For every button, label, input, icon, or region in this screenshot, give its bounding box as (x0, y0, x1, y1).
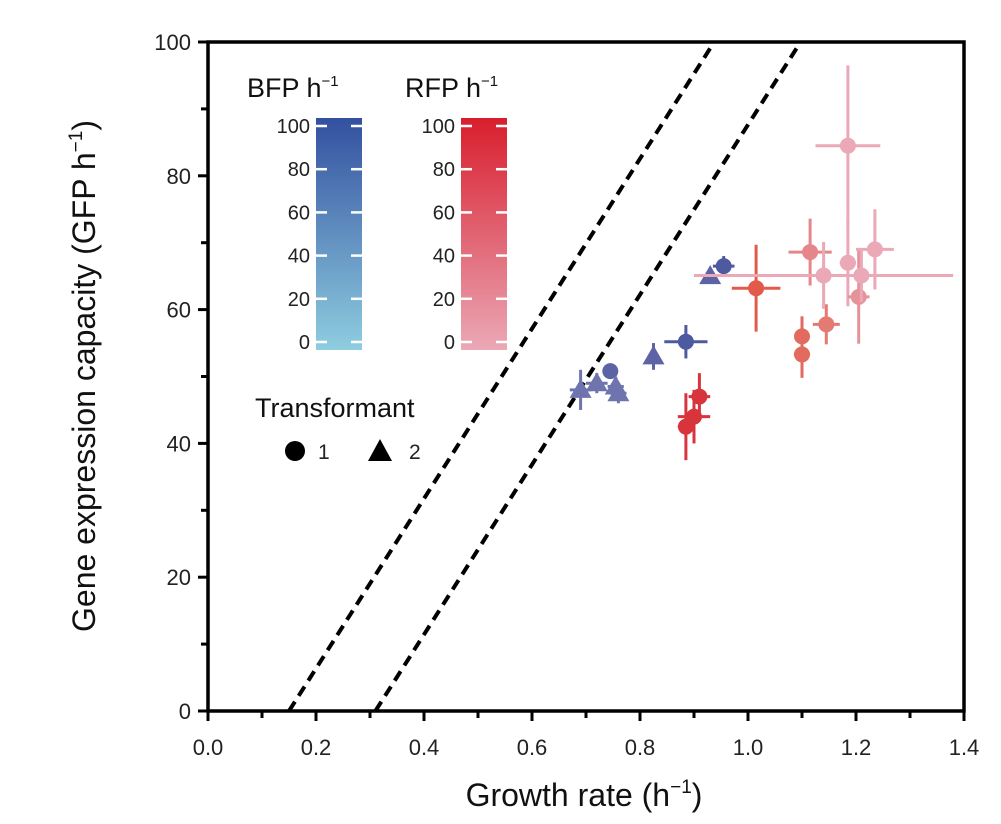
y-tick-label: 40 (167, 431, 191, 456)
x-tick-label: 0.4 (409, 735, 440, 760)
y-axis-title: Gene expression capacity (GFP h−1) (66, 120, 102, 632)
rfp-circle-point (802, 244, 819, 261)
bfp-colorbar-legend: BFP h−1 100 80 60 40 20 0 (247, 73, 362, 354)
bfp-colorbar-ticks: 100 80 60 40 20 0 (277, 116, 362, 354)
x-tick-label: 0.8 (625, 735, 656, 760)
reference-lines (287, 42, 803, 711)
rfp-circle-point (815, 267, 832, 284)
y-axis: 0 20 40 60 80 100 (154, 30, 208, 724)
bfp-triangle-point (585, 372, 608, 392)
y-tick-label: 20 (167, 565, 191, 590)
bfp-triangle-point (642, 345, 665, 365)
bfp-colorbar-tick-label: 20 (288, 289, 310, 311)
bfp-circle-point (715, 258, 732, 275)
y-tick-label: 80 (167, 164, 191, 189)
bfp-triangle-point (607, 382, 630, 402)
y-axis-title-superscript: −1 (66, 131, 87, 153)
bfp-colorbar-tick-label: 80 (288, 159, 310, 181)
bfp-circle-point (602, 363, 619, 380)
y-tick-label: 60 (167, 298, 191, 323)
x-tick-label: 1.4 (949, 735, 980, 760)
rfp-circle-point (794, 346, 810, 363)
bfp-colorbar-tick-label: 0 (299, 332, 310, 354)
rfp-colorbar-tick-label: 20 (433, 289, 455, 311)
bfp-colorbar (316, 118, 362, 350)
rfp-circle-point (691, 388, 708, 405)
rfp-colorbar-title: RFP h−1 (405, 73, 498, 103)
bfp-colorbar-tick-label: 60 (288, 202, 310, 224)
rfp-circle-point (748, 280, 765, 297)
x-tick-label: 0.0 (193, 735, 224, 760)
x-axis-title-close: ) (692, 777, 703, 813)
bfp-circle-point (677, 333, 694, 350)
y-axis-title-close: ) (66, 120, 102, 131)
x-tick-label: 1.0 (733, 735, 764, 760)
bfp-colorbar-title-text: BFP h (247, 73, 322, 103)
x-tick-label: 1.2 (841, 735, 872, 760)
y-tick-label: 100 (154, 30, 191, 55)
bfp-colorbar-tick-label: 100 (277, 116, 310, 138)
rfp-colorbar-title-superscript: −1 (481, 73, 498, 90)
legend-circle-label: 1 (318, 441, 330, 464)
rfp-colorbar-tick-label: 40 (433, 246, 455, 268)
legend-triangle-label: 2 (409, 441, 421, 464)
data-points (569, 65, 954, 461)
x-axis-title: Growth rate (h−1) (466, 777, 703, 813)
rfp-colorbar (461, 118, 507, 350)
upper-dashed-line (287, 42, 717, 711)
rfp-colorbar-ticks: 100 80 60 40 20 0 (422, 116, 507, 354)
bfp-colorbar-tick-label: 40 (288, 246, 310, 268)
rfp-colorbar-title-text: RFP h (405, 73, 481, 103)
x-axis: 0.0 0.2 0.4 0.6 0.8 1.0 1.2 1.4 (193, 711, 980, 760)
rfp-circle-point (818, 316, 835, 333)
y-axis-title-text: Gene expression capacity (GFP h (66, 152, 102, 632)
x-axis-title-text: Growth rate (h (466, 777, 671, 813)
x-tick-label: 0.6 (517, 735, 548, 760)
bfp-colorbar-title-superscript: −1 (322, 73, 339, 90)
x-tick-label: 0.2 (301, 735, 332, 760)
rfp-circle-point (839, 254, 856, 271)
transformant-legend-title: Transformant (255, 393, 415, 423)
rfp-colorbar-legend: RFP h−1 100 80 60 40 20 0 (405, 73, 507, 354)
bfp-colorbar-title: BFP h−1 (247, 73, 339, 103)
rfp-colorbar-tick-label: 0 (444, 332, 455, 354)
rfp-colorbar-tick-label: 100 (422, 116, 455, 138)
y-tick-label: 0 (179, 699, 191, 724)
rfp-circle-point (866, 241, 883, 258)
legend-circle-marker (285, 441, 305, 461)
lower-dashed-line (373, 42, 803, 711)
rfp-circle-point (853, 267, 870, 284)
legend-triangle-marker (368, 439, 392, 461)
rfp-circle-point (850, 288, 867, 305)
transformant-legend: Transformant 1 2 (255, 393, 421, 464)
bfp-triangle-point (569, 378, 592, 398)
x-axis-title-superscript: −1 (670, 777, 692, 798)
rfp-circle-point (839, 137, 856, 154)
rfp-colorbar-tick-label: 80 (433, 159, 455, 181)
rfp-colorbar-tick-label: 60 (433, 202, 455, 224)
